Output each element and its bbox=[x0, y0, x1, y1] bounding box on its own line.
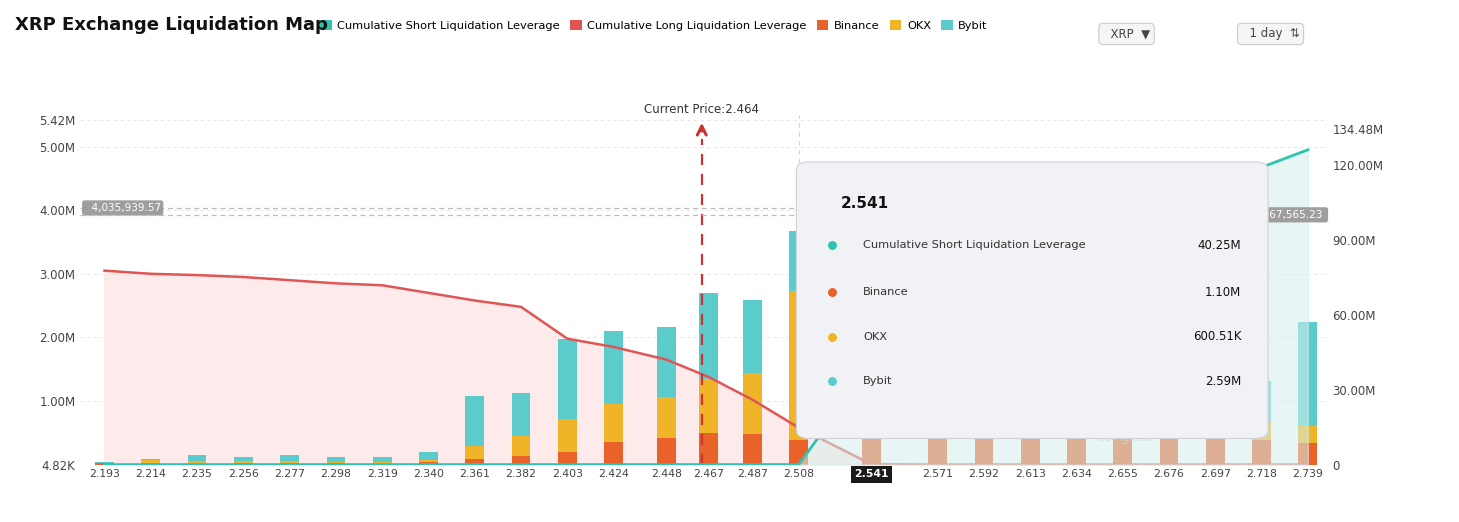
Bar bbox=[142, 463, 160, 465]
Bar bbox=[512, 436, 531, 456]
Bar bbox=[374, 464, 391, 465]
Bar bbox=[233, 461, 252, 463]
Bar bbox=[1160, 411, 1179, 434]
Bar bbox=[1021, 409, 1039, 432]
Bar bbox=[95, 462, 114, 464]
Text: OKX: OKX bbox=[864, 331, 887, 342]
Bar bbox=[142, 460, 160, 463]
Bar bbox=[1113, 431, 1132, 465]
Bar bbox=[233, 457, 252, 461]
Bar bbox=[657, 438, 676, 465]
Bar bbox=[1299, 443, 1317, 465]
Text: XRP  ▼: XRP ▼ bbox=[1103, 28, 1150, 40]
Text: 2.541: 2.541 bbox=[840, 196, 889, 211]
Legend: Cumulative Short Liquidation Leverage, Cumulative Long Liquidation Leverage, Bin: Cumulative Short Liquidation Leverage, C… bbox=[315, 16, 992, 35]
Bar bbox=[1021, 333, 1039, 409]
Text: Binance: Binance bbox=[864, 287, 909, 298]
Text: 1.10M: 1.10M bbox=[1205, 286, 1242, 299]
Bar bbox=[557, 452, 576, 465]
Bar bbox=[1067, 327, 1085, 397]
Bar bbox=[862, 357, 881, 395]
Bar bbox=[862, 192, 881, 357]
Bar bbox=[1160, 434, 1179, 465]
Text: 99,967,565.23: 99,967,565.23 bbox=[1246, 210, 1325, 220]
Bar bbox=[512, 456, 531, 465]
Bar bbox=[327, 461, 346, 464]
Bar bbox=[512, 393, 531, 436]
Bar bbox=[280, 461, 299, 464]
Bar bbox=[743, 300, 762, 373]
Bar bbox=[95, 464, 114, 465]
Bar bbox=[1160, 354, 1179, 411]
Text: XRP Exchange Liquidation Map: XRP Exchange Liquidation Map bbox=[15, 16, 327, 33]
Bar bbox=[1067, 426, 1085, 465]
Bar bbox=[743, 373, 762, 434]
Bar bbox=[862, 395, 881, 465]
Text: 600.51K: 600.51K bbox=[1193, 330, 1242, 343]
Bar bbox=[142, 459, 160, 460]
Bar bbox=[188, 461, 206, 464]
Bar bbox=[557, 419, 576, 452]
Text: Cumulative Short Liquidation Leverage: Cumulative Short Liquidation Leverage bbox=[864, 240, 1085, 251]
Bar bbox=[789, 441, 808, 465]
Bar bbox=[1252, 440, 1271, 465]
Bar bbox=[374, 462, 391, 464]
Bar bbox=[1299, 322, 1317, 426]
Bar bbox=[557, 339, 576, 419]
Text: Coinglass: Coinglass bbox=[1097, 431, 1154, 444]
Bar bbox=[327, 464, 346, 465]
Bar bbox=[1252, 381, 1271, 421]
Bar bbox=[1207, 365, 1224, 416]
Bar bbox=[1113, 405, 1132, 431]
FancyBboxPatch shape bbox=[797, 162, 1268, 438]
Bar bbox=[465, 445, 484, 459]
Bar bbox=[743, 434, 762, 465]
Bar bbox=[604, 404, 623, 442]
Bar bbox=[975, 428, 994, 465]
Text: Bybit: Bybit bbox=[864, 376, 893, 386]
Bar bbox=[1113, 341, 1132, 405]
Bar bbox=[789, 291, 808, 441]
Text: Current Price:2.464: Current Price:2.464 bbox=[645, 103, 759, 116]
Text: 40.25M: 40.25M bbox=[1198, 239, 1242, 252]
Bar bbox=[699, 433, 718, 465]
Bar bbox=[1021, 432, 1039, 465]
Text: 1 day  ⇅: 1 day ⇅ bbox=[1242, 28, 1300, 40]
Bar bbox=[465, 396, 484, 445]
Bar bbox=[465, 459, 484, 465]
Bar bbox=[233, 463, 252, 465]
Bar bbox=[188, 464, 206, 465]
Bar bbox=[699, 379, 718, 433]
Bar bbox=[419, 452, 438, 460]
Bar bbox=[928, 420, 947, 465]
Bar bbox=[657, 397, 676, 438]
Bar bbox=[1067, 397, 1085, 426]
Text: 2.59M: 2.59M bbox=[1205, 375, 1242, 387]
Bar bbox=[1299, 426, 1317, 443]
Bar bbox=[604, 442, 623, 465]
Bar bbox=[699, 293, 718, 379]
Bar bbox=[280, 456, 299, 461]
Bar bbox=[789, 231, 808, 291]
Bar bbox=[419, 462, 438, 465]
Bar bbox=[604, 331, 623, 404]
Bar bbox=[327, 457, 346, 461]
Bar bbox=[419, 460, 438, 462]
Bar bbox=[1207, 416, 1224, 437]
Bar bbox=[928, 389, 947, 420]
Bar bbox=[1252, 421, 1271, 440]
Text: 4,035,939.57: 4,035,939.57 bbox=[85, 203, 160, 213]
Bar bbox=[374, 457, 391, 462]
Bar bbox=[975, 313, 994, 401]
Bar bbox=[1207, 437, 1224, 465]
Bar bbox=[975, 401, 994, 428]
Bar bbox=[928, 256, 947, 389]
Bar bbox=[657, 327, 676, 397]
Bar bbox=[280, 464, 299, 465]
Bar bbox=[188, 456, 206, 461]
